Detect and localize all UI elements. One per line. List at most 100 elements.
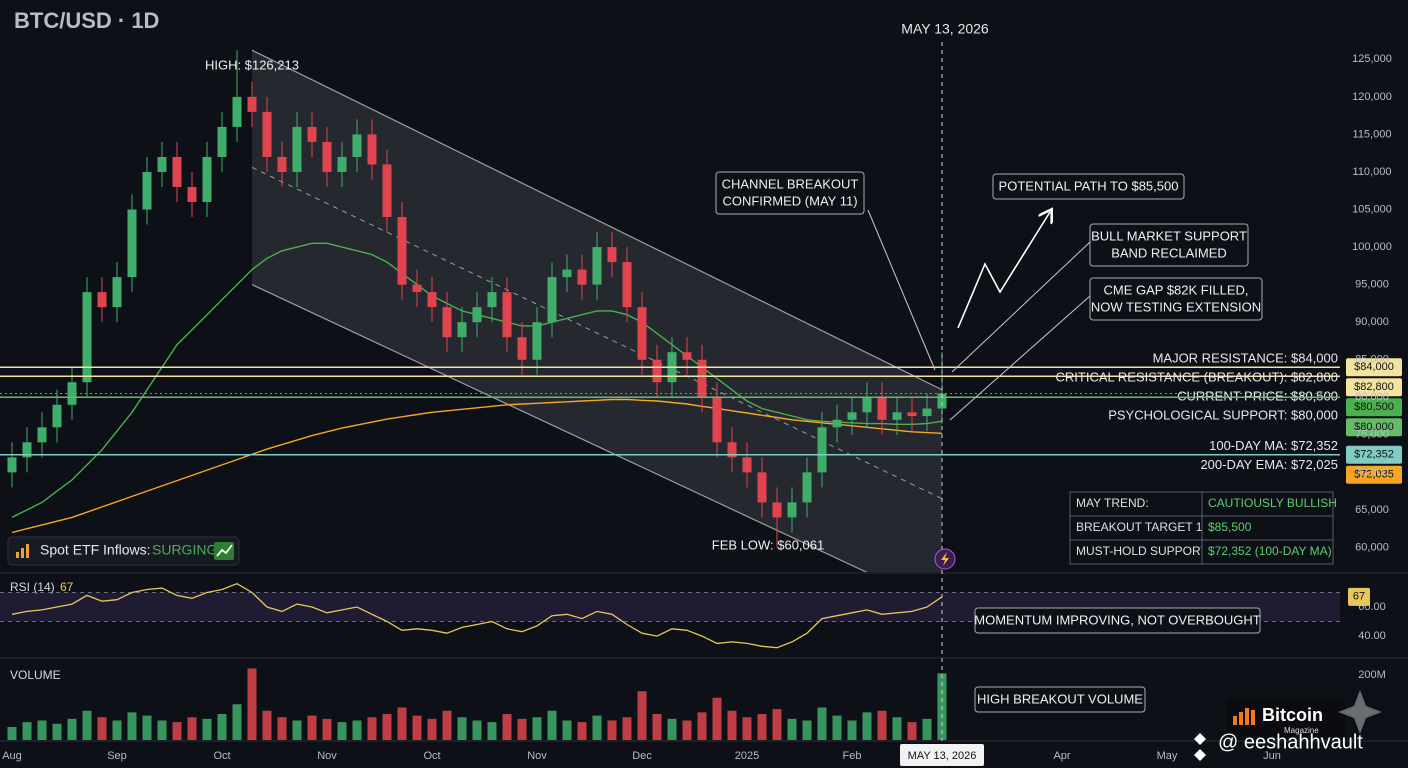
annotation-text: FEB LOW: $60,061 xyxy=(712,537,825,552)
level-tag xyxy=(1346,358,1402,377)
candle-body xyxy=(727,442,737,458)
potential-path-arrow xyxy=(957,212,1050,329)
watermark-handle: @ eeshahhvault xyxy=(1218,731,1363,753)
table-cell xyxy=(1201,515,1334,541)
volume-bar xyxy=(262,710,272,740)
candle-body xyxy=(427,292,437,308)
y-tick-label: 90,000 xyxy=(1355,316,1389,328)
candle-body xyxy=(367,134,377,165)
candle-body xyxy=(577,269,587,285)
volume-bar xyxy=(187,717,197,740)
candle-body xyxy=(592,247,602,285)
candle-body xyxy=(232,96,242,127)
level-tag-label: $80,000 xyxy=(1354,421,1394,433)
volume-bar xyxy=(157,720,167,740)
volume-bar xyxy=(457,717,467,740)
volume-bar xyxy=(502,713,512,740)
volume-bar xyxy=(802,720,812,740)
cursor-date-box xyxy=(900,744,984,766)
x-tick-label: Nov xyxy=(317,750,337,762)
level-tag xyxy=(1346,445,1402,464)
x-tick-label: Aug xyxy=(2,750,22,762)
y-tick-label: 110,000 xyxy=(1353,166,1392,178)
volume-bar xyxy=(367,717,377,740)
level-label: 100-DAY MA: $72,352 xyxy=(1209,438,1338,453)
candle-body xyxy=(397,217,407,285)
volume-bar xyxy=(847,720,857,740)
candle-body xyxy=(382,164,392,218)
volume-bar xyxy=(697,712,707,740)
level-tag-label: $80,500 xyxy=(1354,401,1394,413)
level-label: CURRENT PRICE: $80,500 xyxy=(1177,389,1338,404)
candle-body xyxy=(412,284,422,293)
candle-body xyxy=(802,472,812,503)
volume-bar xyxy=(682,720,692,740)
volume-bar xyxy=(172,722,182,740)
annotation-text: CHANNEL BREAKOUT xyxy=(722,176,859,191)
level-label: 200-DAY EMA: $72,025 xyxy=(1200,457,1338,472)
alert-bolt xyxy=(941,552,949,566)
annotation-text: MOMENTUM IMPROVING, NOT OVERBOUGHT xyxy=(974,612,1261,627)
candle-body xyxy=(622,262,632,308)
y-tick-label: 200M xyxy=(1358,669,1386,681)
volume-bar xyxy=(622,717,632,740)
candle-body xyxy=(532,322,542,360)
candle-body xyxy=(547,277,557,323)
volume-bar xyxy=(397,707,407,740)
x-tick-label: MAY 13, 2026 xyxy=(908,750,977,762)
annotation-box xyxy=(715,171,865,215)
x-tick-label: May xyxy=(1157,750,1178,762)
candle-body xyxy=(652,359,662,383)
candle-body xyxy=(892,412,902,420)
candle-body xyxy=(277,156,287,172)
etf-icon xyxy=(16,544,29,558)
volume-bar xyxy=(562,720,572,740)
annotation-text: CME GAP $82K FILLED, xyxy=(1104,282,1249,297)
y-tick-label: 115,000 xyxy=(1353,128,1392,140)
moving-average xyxy=(11,398,943,534)
candle-body xyxy=(742,457,752,473)
volume-bar xyxy=(607,720,617,740)
chart-title: BTC/USD · 1D xyxy=(14,8,159,33)
volume-bar xyxy=(727,710,737,740)
etf-badge xyxy=(7,536,240,566)
volume-bar xyxy=(652,713,662,740)
annotation-text: NOW TESTING EXTENSION xyxy=(1091,299,1261,314)
candle-body xyxy=(517,337,527,360)
volume-bar xyxy=(232,704,242,740)
x-tick-label: Oct xyxy=(423,750,440,762)
rsi-tag-label: 67 xyxy=(1353,591,1365,603)
etf-trend-icon xyxy=(214,542,234,560)
volume-bar xyxy=(7,726,17,740)
watermark-star xyxy=(1338,690,1382,734)
candle-body xyxy=(817,427,827,473)
candle-body xyxy=(922,408,932,417)
channel-lower xyxy=(251,284,868,572)
y-tick-label: 85,000 xyxy=(1355,354,1389,366)
x-tick-label: Apr xyxy=(1053,750,1070,762)
handle-icon xyxy=(1194,733,1206,761)
y-tick-label: 80,000 xyxy=(1355,391,1389,403)
candle-body xyxy=(37,427,47,443)
candle-body xyxy=(217,126,227,157)
volume-bar xyxy=(442,710,452,740)
candle-body xyxy=(187,186,197,203)
volume-bar xyxy=(112,720,122,740)
level-tag xyxy=(1346,418,1402,437)
candle-body xyxy=(502,292,512,338)
candle-body xyxy=(97,292,107,308)
volume-bar xyxy=(412,715,422,740)
watermark-sub: Magazine xyxy=(1284,726,1319,735)
volume-bar xyxy=(142,715,152,740)
candle-body xyxy=(847,412,857,420)
candle-body xyxy=(322,141,332,172)
candle-body xyxy=(337,156,347,172)
table-text: CAUTIOUSLY BULLISH xyxy=(1208,496,1337,510)
annotation-text: BAND RECLAIMED xyxy=(1111,245,1227,260)
volume-bar xyxy=(742,717,752,740)
level-tag xyxy=(1346,398,1402,417)
candle-body xyxy=(292,126,302,172)
candle-body xyxy=(472,307,482,323)
